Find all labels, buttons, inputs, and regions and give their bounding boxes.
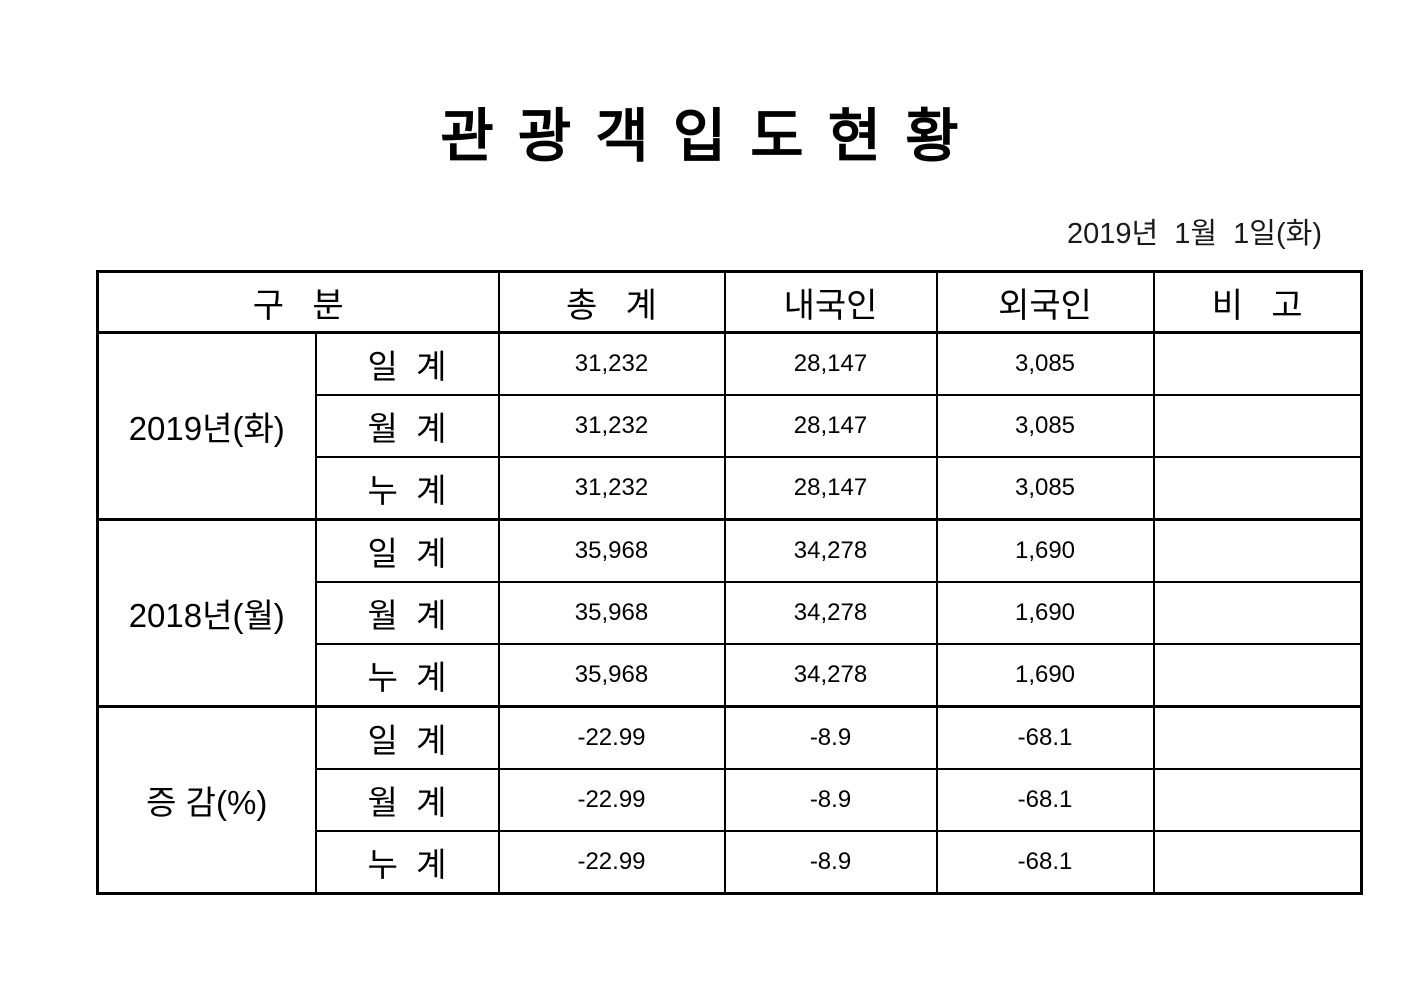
note-cell bbox=[1152, 830, 1363, 895]
domestic-value: -8.9 bbox=[723, 705, 938, 771]
report-date: 2019년 1월 1일(화) bbox=[1066, 218, 1322, 251]
domestic-value: 28,147 bbox=[723, 331, 938, 397]
total-value: 35,968 bbox=[497, 643, 726, 708]
note-cell bbox=[1152, 394, 1363, 459]
header-domestic: 내국인 bbox=[723, 270, 938, 335]
table-row: 누 계 35,968 34,278 1,690 bbox=[98, 643, 1363, 708]
row-label: 일 계 bbox=[314, 518, 500, 584]
note-cell bbox=[1152, 331, 1363, 397]
foreign-value: 3,085 bbox=[935, 456, 1155, 521]
table-row: 누 계 -22.99 -8.9 -68.1 bbox=[98, 830, 1363, 895]
table-row: 2019년(화) 일 계 31,232 28,147 3,085 bbox=[96, 331, 1363, 521]
domestic-value: 34,278 bbox=[723, 581, 938, 646]
total-value: -22.99 bbox=[497, 705, 726, 771]
total-value: 35,968 bbox=[497, 581, 726, 646]
group-label-change: 증 감(%) bbox=[96, 705, 317, 895]
header-category: 구 분 bbox=[96, 270, 500, 335]
note-cell bbox=[1152, 705, 1363, 771]
domestic-value: -8.9 bbox=[723, 768, 938, 833]
row-label: 월 계 bbox=[314, 768, 500, 833]
note-cell bbox=[1152, 456, 1363, 521]
row-label: 일 계 bbox=[314, 705, 500, 771]
table-row: 증 감(%) 일 계 -22.99 -8.9 -68.1 bbox=[96, 705, 1363, 895]
total-value: 35,968 bbox=[497, 518, 726, 584]
foreign-value: 3,085 bbox=[935, 394, 1155, 459]
total-value: -22.99 bbox=[497, 768, 726, 833]
header-note: 비 고 bbox=[1152, 270, 1363, 335]
domestic-value: 34,278 bbox=[723, 643, 938, 708]
note-cell bbox=[1152, 768, 1363, 833]
foreign-value: 1,690 bbox=[935, 518, 1155, 584]
foreign-value: -68.1 bbox=[935, 830, 1155, 895]
domestic-value: 34,278 bbox=[723, 518, 938, 584]
table-row: 누 계 31,232 28,147 3,085 bbox=[98, 456, 1363, 521]
row-label: 누 계 bbox=[314, 643, 500, 708]
header-foreign: 외국인 bbox=[935, 270, 1155, 335]
foreign-value: -68.1 bbox=[935, 768, 1155, 833]
domestic-value: 28,147 bbox=[723, 456, 938, 521]
tourist-stats-table: 구 분 총 계 내국인 외국인 비 고 2019년(화) 일 계 31,232 … bbox=[96, 270, 1363, 896]
table-row: 월 계 -22.99 -8.9 -68.1 bbox=[98, 768, 1363, 833]
table-row: 2018년(월) 일 계 35,968 34,278 1,690 bbox=[96, 518, 1363, 708]
row-label: 일 계 bbox=[314, 331, 500, 397]
foreign-value: 1,690 bbox=[935, 581, 1155, 646]
row-label: 월 계 bbox=[314, 394, 500, 459]
total-value: -22.99 bbox=[497, 830, 726, 895]
domestic-value: -8.9 bbox=[723, 830, 938, 895]
note-cell bbox=[1152, 581, 1363, 646]
header-row: 구 분 총 계 내국인 외국인 비 고 bbox=[96, 270, 1363, 335]
foreign-value: -68.1 bbox=[935, 705, 1155, 771]
total-value: 31,232 bbox=[497, 456, 726, 521]
domestic-value: 28,147 bbox=[723, 394, 938, 459]
note-cell bbox=[1152, 518, 1363, 584]
header-total: 총 계 bbox=[497, 270, 726, 335]
row-label: 누 계 bbox=[314, 830, 500, 895]
page-title: 관 광 객 입 도 현 황 bbox=[440, 104, 963, 169]
table-row: 월 계 35,968 34,278 1,690 bbox=[98, 581, 1363, 646]
foreign-value: 1,690 bbox=[935, 643, 1155, 708]
row-label: 월 계 bbox=[314, 581, 500, 646]
foreign-value: 3,085 bbox=[935, 331, 1155, 397]
group-label-2019: 2019년(화) bbox=[96, 331, 317, 521]
total-value: 31,232 bbox=[497, 331, 726, 397]
content-area: 2019년 1월 1일(화) 구 분 총 계 내국인 외국인 비 고 bbox=[96, 210, 1363, 896]
group-label-2018: 2018년(월) bbox=[96, 518, 317, 708]
note-cell bbox=[1152, 643, 1363, 708]
table-row: 월 계 31,232 28,147 3,085 bbox=[98, 394, 1363, 459]
total-value: 31,232 bbox=[497, 394, 726, 459]
row-label: 누 계 bbox=[314, 456, 500, 521]
